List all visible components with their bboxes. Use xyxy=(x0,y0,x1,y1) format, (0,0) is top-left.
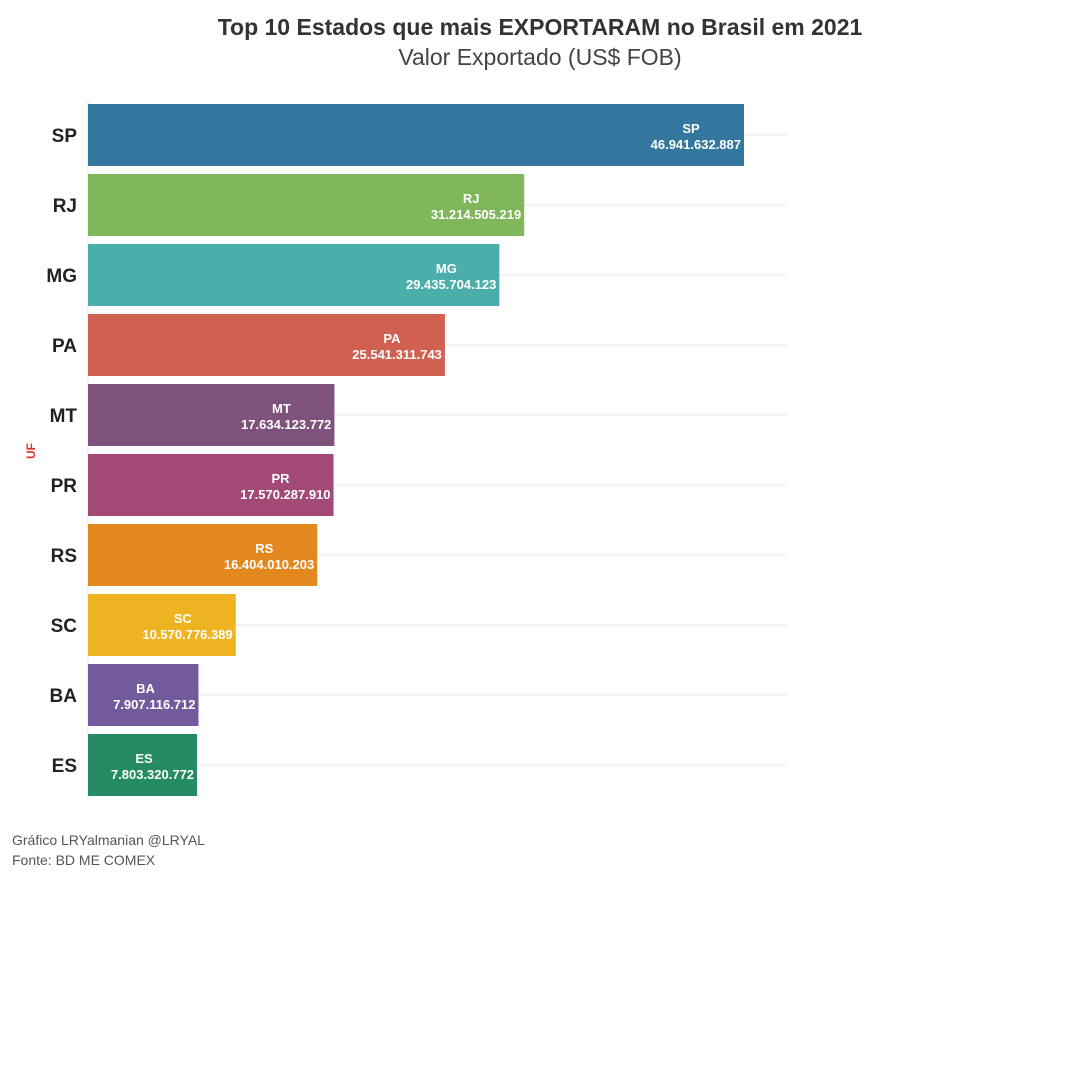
y-tick-label: BA xyxy=(50,686,78,707)
y-tick-label: MT xyxy=(50,406,78,427)
data-label-value: 25.541.311.743 xyxy=(352,347,442,362)
bar-mg xyxy=(88,244,500,306)
data-label-value: 7.803.320.772 xyxy=(111,767,194,782)
data-label-category: MG xyxy=(436,261,457,276)
bar-sc xyxy=(88,594,236,656)
data-label-category: MT xyxy=(272,401,291,416)
data-label-category: RS xyxy=(255,541,273,556)
y-tick-label: ES xyxy=(52,756,77,777)
credit-caption: Gráfico LRYalmanian @LRYAL xyxy=(12,832,205,848)
bar-rs xyxy=(88,524,318,586)
y-tick-labels: SP RJ MG PA MT PR RS SC BA ES xyxy=(46,126,77,777)
data-label-category: BA xyxy=(136,681,155,696)
y-axis-label: UF xyxy=(24,443,38,459)
data-label-category: RJ xyxy=(463,191,480,206)
y-tick-label: SC xyxy=(51,616,78,637)
data-label-value: 16.404.010.203 xyxy=(224,557,314,572)
y-tick-label: RJ xyxy=(53,196,77,217)
bar-rj xyxy=(88,174,525,236)
bar-sp xyxy=(88,104,744,166)
y-tick-label: MG xyxy=(46,266,77,287)
bar-mt xyxy=(88,384,335,446)
bar-es xyxy=(88,734,198,796)
bar-pr xyxy=(88,454,334,516)
bar-ba xyxy=(88,664,199,726)
data-label-value: 46.941.632.887 xyxy=(651,137,741,152)
data-label-value: 17.570.287.910 xyxy=(240,487,330,502)
bar-pa xyxy=(88,314,445,376)
source-caption: Fonte: BD ME COMEX xyxy=(12,852,156,868)
data-label-value: 10.570.776.389 xyxy=(142,627,232,642)
data-label-category: SC xyxy=(174,611,193,626)
data-label-category: SP xyxy=(682,121,700,136)
y-tick-label: PR xyxy=(51,476,78,497)
data-label-value: 31.214.505.219 xyxy=(431,207,521,222)
y-tick-label: SP xyxy=(52,126,78,147)
data-label-category: ES xyxy=(135,751,153,766)
data-label-value: 7.907.116.712 xyxy=(113,697,195,712)
chart-title: Top 10 Estados que mais EXPORTARAM no Br… xyxy=(217,14,863,40)
y-tick-label: PA xyxy=(52,336,77,357)
bars xyxy=(88,104,744,796)
data-label-category: PA xyxy=(383,331,401,346)
data-label-category: PR xyxy=(272,471,291,486)
data-label-value: 17.634.123.772 xyxy=(241,417,331,432)
data-label-value: 29.435.704.123 xyxy=(406,277,496,292)
chart-subtitle: Valor Exportado (US$ FOB) xyxy=(398,44,682,70)
y-tick-label: RS xyxy=(51,546,77,567)
